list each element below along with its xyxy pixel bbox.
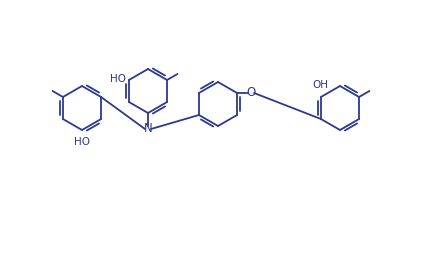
Text: HO: HO <box>74 137 90 147</box>
Text: OH: OH <box>312 80 328 90</box>
Text: N: N <box>143 123 152 135</box>
Text: O: O <box>246 87 256 100</box>
Text: HO: HO <box>110 74 126 84</box>
